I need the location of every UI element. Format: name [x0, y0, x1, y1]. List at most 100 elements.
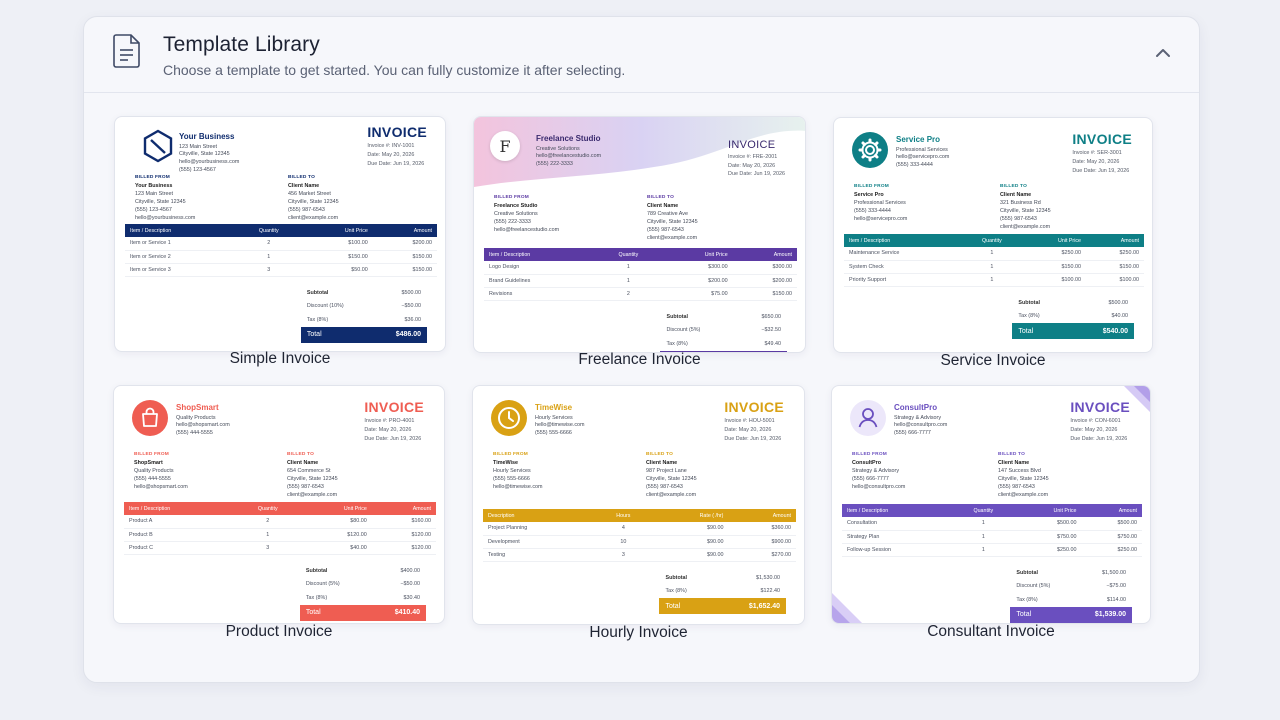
summary-row: Tax (8%) $30.40: [300, 591, 426, 605]
table-row: Follow-up Session 1 $250.00 $250.00: [842, 543, 1142, 557]
templates.2.billed_from-line: (555) 333-4444: [854, 208, 891, 215]
templates.5.billed_to-line: client@example.com: [998, 491, 1049, 498]
templates.2.billed_to-line: (555) 987-6543: [1000, 215, 1037, 222]
line-items-table: Item / Description Quantity Unit Price Amou…: [484, 248, 797, 301]
table-cell: 3: [236, 263, 302, 277]
invoice-summary: Subtotal $650.00 Discount (5%) −$32.50 Tax (…: [660, 310, 787, 352]
business-name: ConsultPro: [894, 403, 938, 412]
summary-row: Tax (8%) $114.00: [1010, 593, 1132, 607]
templates.0.billed_to-line: client@example.com: [288, 214, 339, 221]
templates.2.billed_to-line: Cityville, State 12345: [1000, 208, 1051, 215]
templates.4.billed_to-line: Client Name: [646, 460, 678, 467]
invoice-number: Invoice #: CON-6001: [1070, 418, 1121, 425]
invoice-preview[interactable]: Your Business 123 Main Street Cityville, …: [114, 116, 446, 352]
templates.3.billed_to-line: client@example.com: [287, 491, 338, 498]
template-card-service-invoice[interactable]: Service Pro Professional Services hello@s…: [833, 117, 1153, 382]
column-header: Amount: [412, 505, 431, 512]
summary-label: Tax (8%): [1016, 596, 1038, 603]
invoice-preview[interactable]: Service Pro Professional Services hello@s…: [833, 117, 1153, 353]
invoice-date: Date: May 20, 2026: [367, 152, 415, 159]
template-card-hourly-invoice[interactable]: TimeWise Hourly Services hello@timewise.c…: [472, 385, 805, 654]
summary-value: $122.40: [760, 588, 781, 595]
total-row: Total $486.00: [300, 326, 427, 343]
table-cell: 1: [595, 261, 661, 275]
summary-row: Subtotal $500.00: [1012, 296, 1134, 310]
column-header: Quantity: [973, 507, 994, 514]
billed-to: BILLED TO Client Name 789 Creative Ave Cit…: [647, 195, 698, 243]
invoice-date: Date: May 20, 2026: [1070, 427, 1118, 434]
table-row: Item or Service 3 3 $50.00 $150.00: [125, 263, 437, 277]
invoice-summary: Subtotal $500.00 Discount (10%) −$50.00 Tax …: [300, 286, 427, 343]
table-cell: $200.00: [660, 274, 733, 288]
column-header: Item / Description: [847, 507, 889, 514]
business-name: Freelance Studio: [536, 134, 601, 143]
business-info: Service Pro Professional Services hello@s…: [896, 134, 949, 170]
summary-value: $40.00: [1111, 313, 1129, 320]
summary-label: Subtotal: [305, 567, 328, 574]
column-header: Unit Price: [704, 251, 728, 258]
table-cell: $75.00: [660, 287, 733, 301]
templates.4.billed_from-line: TimeWise: [493, 460, 519, 467]
column-header: Amount: [1118, 507, 1137, 514]
summary-row: Subtotal $500.00: [301, 286, 427, 300]
line-items-table: Item / Description Quantity Unit Price Amou…: [124, 502, 436, 555]
templates.5.business-line: Strategy & Advisory: [894, 414, 942, 421]
template-card-freelance-invoice[interactable]: F Freelance Studio Creative Solutions hel…: [473, 116, 806, 381]
hexagon-logo-icon: [141, 129, 175, 163]
templates.1.billed_to-line: (555) 987-6543: [647, 226, 684, 233]
table-cell: $80.00: [300, 515, 372, 529]
billed-from-label: BILLED FROM: [493, 452, 528, 457]
table-row: Brand Guidelines 1 $200.00 $200.00: [484, 274, 797, 288]
table-cell: Logo Design: [484, 261, 596, 275]
templates.2.billed_from-line: Professional Services: [854, 200, 906, 207]
templates.0.billed_from-line: hello@yourbusiness.com: [135, 214, 196, 221]
templates.4.billed_to-line: client@example.com: [646, 491, 697, 498]
business-info: TimeWise Hourly Services hello@timewise.c…: [535, 402, 585, 438]
table-cell: $150.00: [301, 250, 373, 264]
invoice-preview[interactable]: F Freelance Studio Creative Solutions hel…: [473, 116, 806, 353]
table-cell: $300.00: [732, 261, 797, 275]
table-cell: Item or Service 1: [125, 237, 237, 251]
template-card-product-invoice[interactable]: ShopSmart Quality Products hello@shopsmar…: [113, 385, 445, 653]
table-cell: 2: [236, 237, 302, 251]
table-cell: $90.00: [651, 522, 729, 536]
templates.2.business-line: hello@servicepro.com: [896, 154, 950, 161]
templates.4.billed_to-line: 987 Project Lane: [646, 468, 687, 475]
invoice-preview[interactable]: ConsultPro Strategy & Advisory hello@cons…: [831, 385, 1151, 624]
table-cell: $750.00: [1013, 530, 1082, 544]
invoice-due-date: Due Date: Jun 19, 2026: [728, 171, 785, 178]
table-cell: Brand Guidelines: [484, 274, 596, 288]
templates.0.billed_from-line: 123 Main Street: [135, 191, 174, 198]
table-cell: 2: [595, 287, 661, 301]
chevron-up-icon[interactable]: [1153, 43, 1173, 63]
business-info: ShopSmart Quality Products hello@shopsmar…: [176, 402, 230, 438]
table-row: Product C 3 $40.00 $120.00: [124, 541, 436, 555]
summary-row: Tax (8%) $40.00: [1012, 310, 1134, 324]
template-caption[interactable]: Consultant Invoice: [927, 623, 1055, 640]
business-info: Your Business 123 Main Street Cityville, …: [179, 131, 239, 175]
templates.5.business-line: hello@consultpro.com: [894, 422, 948, 429]
summary-value: $1,530.00: [756, 574, 780, 581]
template-caption[interactable]: Freelance Invoice: [578, 351, 701, 368]
template-caption[interactable]: Hourly Invoice: [589, 624, 688, 641]
templates.3.billed_from-line: hello@shopsmart.com: [134, 483, 188, 490]
column-header: Item / Description: [130, 227, 172, 234]
template-caption[interactable]: Product Invoice: [225, 623, 333, 640]
template-card-simple-invoice[interactable]: Your Business 123 Main Street Cityville, …: [114, 116, 446, 380]
templates.0.billed_to-line: Client Name: [288, 183, 320, 190]
template-caption[interactable]: Service Invoice: [940, 352, 1046, 369]
invoice-preview[interactable]: ShopSmart Quality Products hello@shopsmar…: [113, 385, 445, 624]
invoice-preview[interactable]: TimeWise Hourly Services hello@timewise.c…: [472, 385, 805, 625]
column-header: Unit Price: [1058, 237, 1081, 244]
letter-f-logo-icon: F: [490, 131, 520, 161]
table-cell: 3: [235, 541, 301, 555]
summary-label: Discount (5%): [666, 327, 701, 334]
total-label: Total: [1018, 327, 1034, 335]
template-caption[interactable]: Simple Invoice: [229, 350, 331, 367]
templates.3.billed_to-line: Client Name: [287, 460, 319, 467]
summary-value: $36.00: [404, 316, 422, 323]
table-cell: 1: [962, 247, 1022, 261]
template-card-consultant-invoice[interactable]: ConsultPro Strategy & Advisory hello@cons…: [831, 385, 1151, 653]
table-cell: Product C: [124, 541, 236, 555]
billed-to: BILLED TO Client Name 147 Success Blvd Cit…: [998, 452, 1049, 500]
